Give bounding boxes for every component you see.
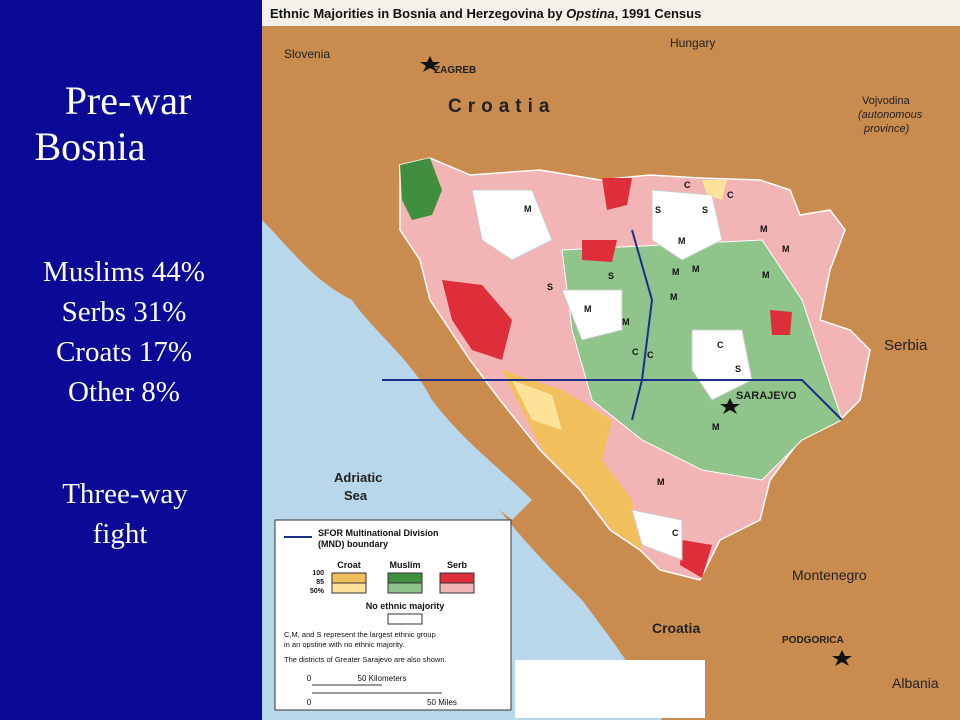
place-label: Adriatic <box>334 470 382 485</box>
mnd-boundary <box>631 229 654 421</box>
legend-swatch <box>331 572 367 584</box>
district-letter: C <box>672 528 679 538</box>
district-letter: S <box>547 282 553 292</box>
district-letter: M <box>670 292 678 302</box>
place-label: Croatia <box>652 620 700 636</box>
district-letter: C <box>684 180 691 190</box>
legend-text: Muslim <box>389 560 420 570</box>
place-label: Sea <box>344 488 368 503</box>
district-letter: M <box>622 317 630 327</box>
map: Ethnic Majorities in Bosnia and Herzegov… <box>262 0 960 720</box>
legend-text: 85 <box>316 579 324 586</box>
place-label: ZAGREB <box>434 65 476 76</box>
legend-text: (MND) boundary <box>318 539 388 549</box>
district-letter: S <box>655 205 661 215</box>
legend-text: Serb <box>447 560 468 570</box>
district-letter: M <box>678 236 686 246</box>
legend-text: 50 Kilometers <box>358 674 407 683</box>
note-line: fight <box>92 518 148 550</box>
legend-swatch <box>387 613 423 625</box>
district-letter: C <box>647 350 654 360</box>
district-letter: S <box>702 205 708 215</box>
place-label: Croatia <box>448 96 555 117</box>
legend-text: 100 <box>312 570 324 577</box>
district-letter: M <box>760 224 768 234</box>
legend-text: SFOR Multinational Division <box>318 528 439 538</box>
legend-swatch <box>439 582 475 594</box>
legend-text: 0 <box>307 674 312 683</box>
district-letter: M <box>782 244 790 254</box>
capital-star <box>832 650 852 666</box>
capital-star <box>420 56 440 72</box>
place-label: Serbia <box>884 337 928 354</box>
legend-swatch <box>439 572 475 584</box>
place-label: PODGORICA <box>782 635 844 646</box>
legend-text: 50% <box>310 588 325 595</box>
left-panel: Pre-war Bosnia Muslims 44% Serbs 31% Cro… <box>0 0 262 720</box>
map-title: Ethnic Majorities in Bosnia and Herzegov… <box>270 6 701 21</box>
district-letter: M <box>672 267 680 277</box>
legend-text: C,M, and S represent the largest ethnic … <box>284 630 436 639</box>
map-title-part: Opstina <box>566 6 614 21</box>
district-letter: M <box>524 204 532 214</box>
place-label: (autonomous <box>858 109 923 121</box>
place-label: province) <box>863 123 910 135</box>
map-title-part: Ethnic Majorities in Bosnia and Herzegov… <box>270 6 566 21</box>
stats: Muslims 44% Serbs 31% Croats 17% Other 8… <box>0 252 248 412</box>
stat: Muslims 44% <box>43 256 205 288</box>
place-label: Montenegro <box>792 567 867 583</box>
place-label: SARAJEVO <box>736 390 797 402</box>
title-bar <box>262 0 960 26</box>
note-line: Three-way <box>62 478 188 510</box>
legend-swatch <box>387 572 423 584</box>
district-letter: C <box>727 190 734 200</box>
district-letter: M <box>712 422 720 432</box>
heading-line: Pre-war <box>64 78 192 123</box>
heading-line: Bosnia <box>34 124 146 169</box>
legend-text: in an opstine with no ethnic majority. <box>284 640 404 649</box>
district-letter: S <box>735 364 741 374</box>
place-labels: Slovenia ZAGREB Hungary Croatia Vojvodina (au… <box>284 36 939 691</box>
place-label: Albania <box>892 675 939 691</box>
district-letter: M <box>762 270 770 280</box>
legend-text: No ethnic majority <box>366 601 445 611</box>
note-box <box>515 660 705 718</box>
no-majority-region <box>471 189 753 561</box>
muslim-region <box>400 158 442 220</box>
district-letter: C <box>632 347 639 357</box>
serb-region <box>442 280 512 360</box>
legend-text: The districts of Greater Sarajevo are al… <box>284 655 447 664</box>
stat: Croats 17% <box>55 336 193 368</box>
croat-region <box>512 180 727 430</box>
district-letter: S <box>608 271 614 281</box>
legend-text: 50 Miles <box>427 698 457 707</box>
capital-star <box>720 398 740 414</box>
legend-text: 0 <box>307 698 312 707</box>
stat: Other 8% <box>68 376 180 408</box>
legend-text: Croat <box>337 560 361 570</box>
district-letter: M <box>657 477 665 487</box>
district-letter: C <box>717 340 724 350</box>
map-title-part: , 1991 Census <box>615 6 702 21</box>
place-label: Slovenia <box>284 47 330 61</box>
place-label: Vojvodina <box>862 95 911 107</box>
district-letter: M <box>584 304 592 314</box>
stat: Serbs 31% <box>61 296 187 328</box>
sea <box>262 220 532 520</box>
legend-swatch <box>331 582 367 594</box>
mnd-boundary <box>382 379 843 421</box>
legend-swatch <box>387 582 423 594</box>
place-label: Hungary <box>670 36 715 50</box>
district-letter: M <box>692 264 700 274</box>
